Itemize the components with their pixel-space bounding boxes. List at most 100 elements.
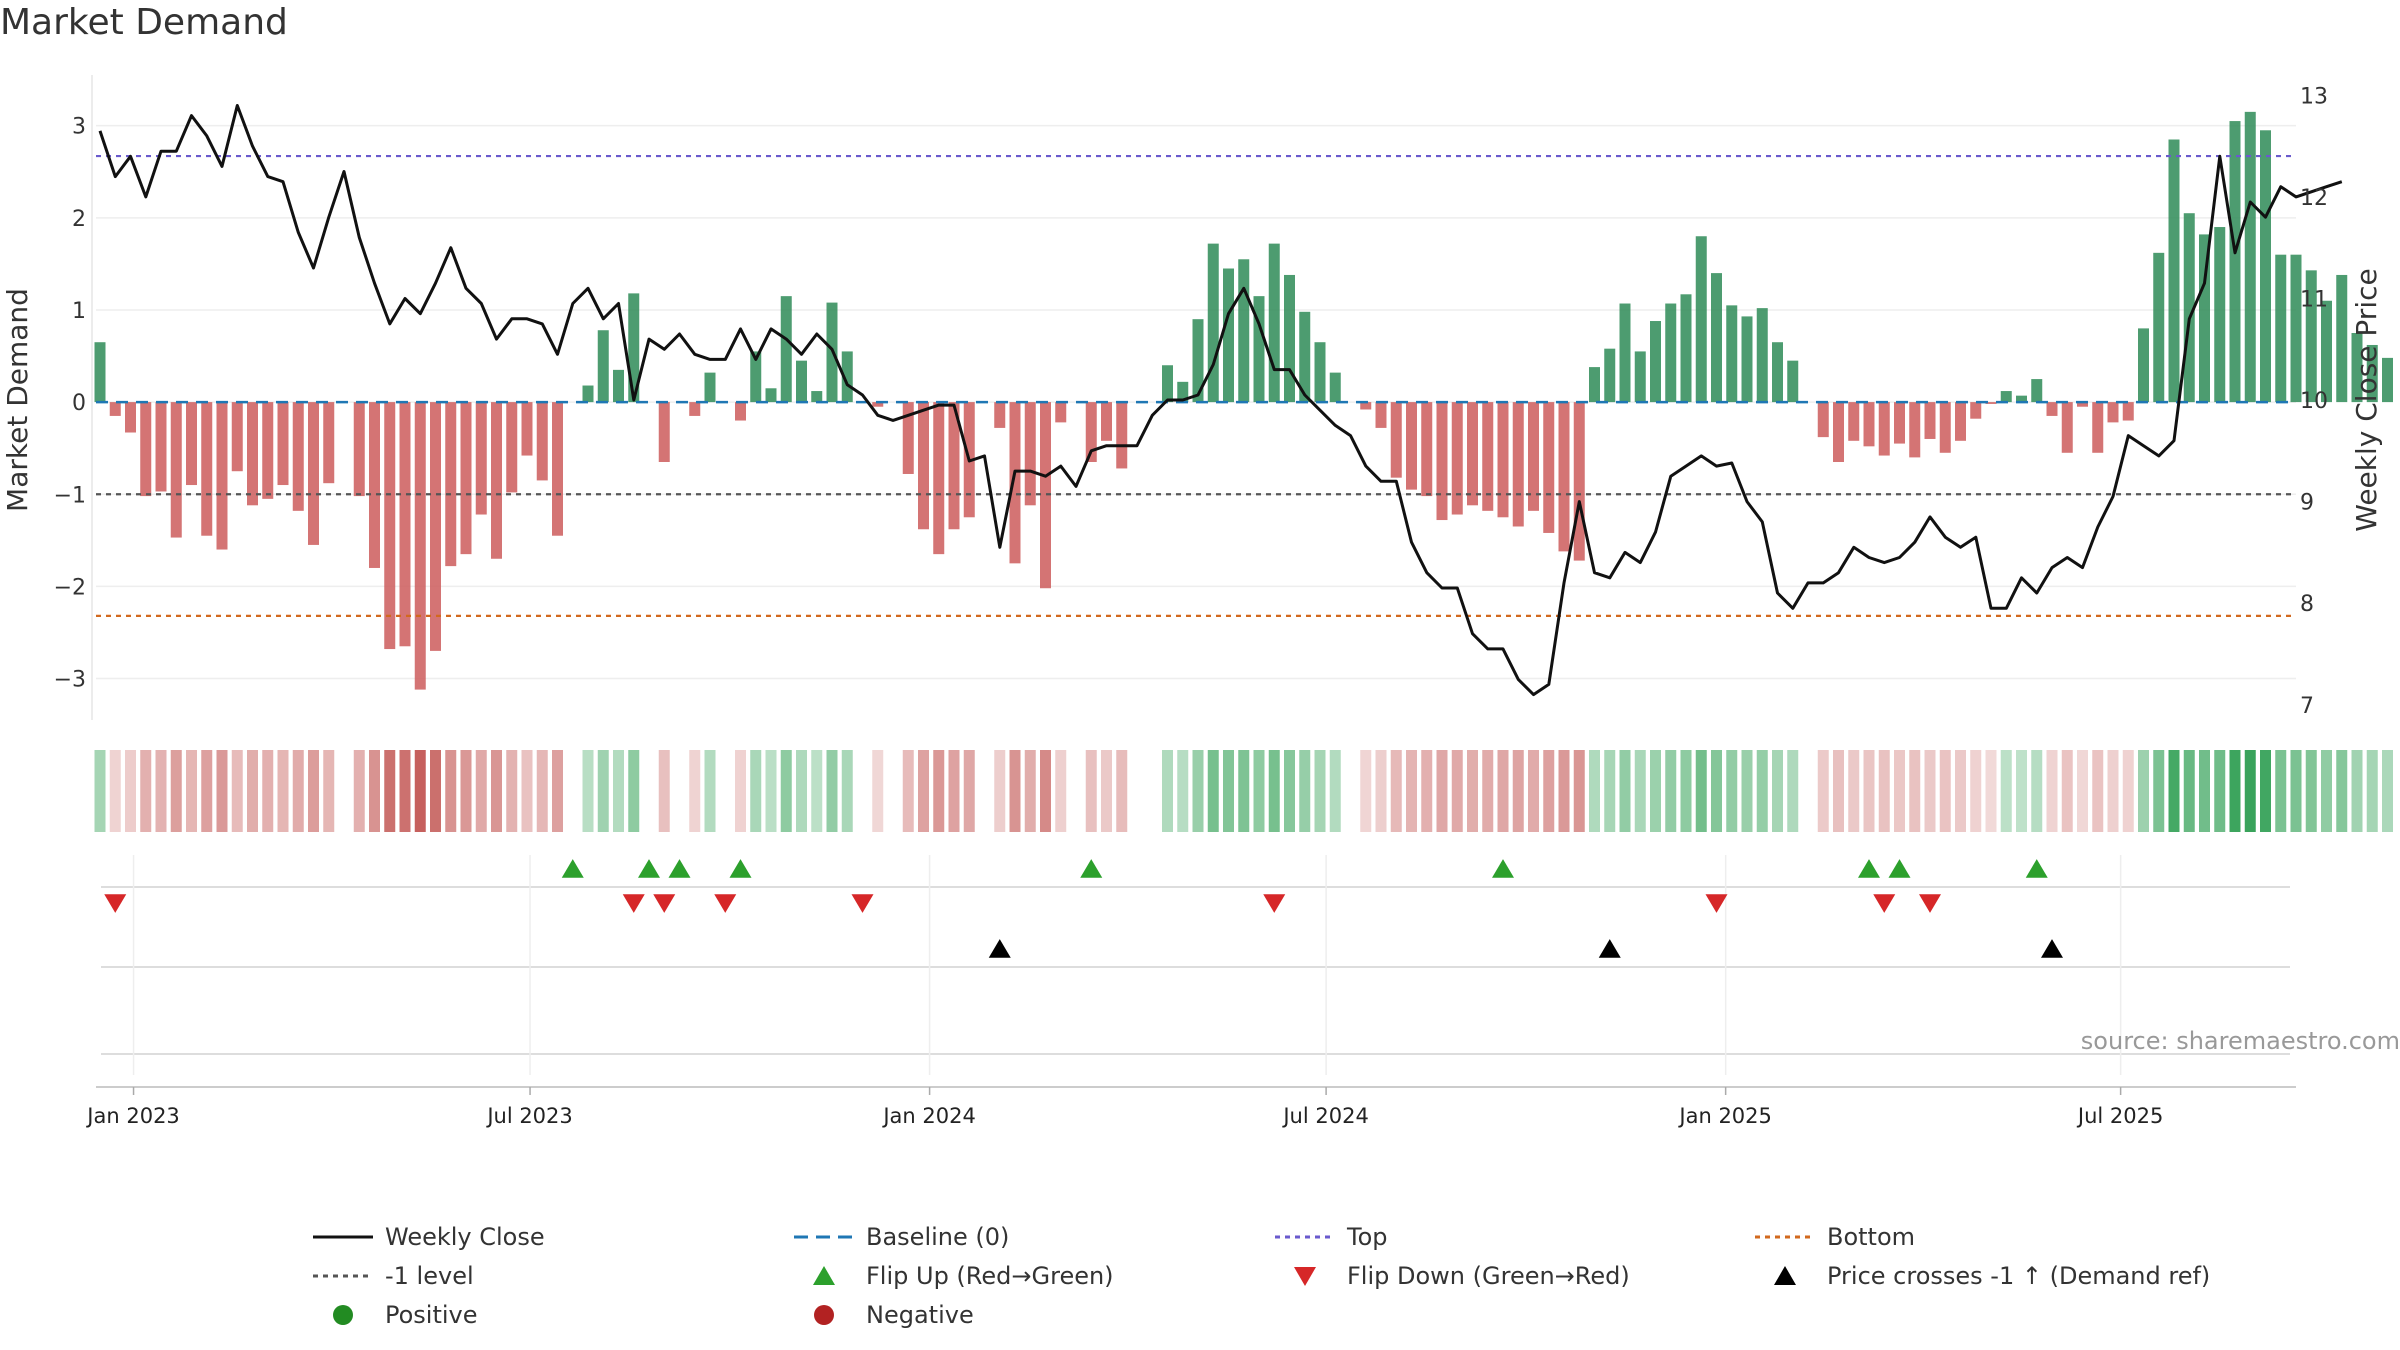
heat-cell-32 [582,750,594,832]
demand-bar-25 [475,402,487,515]
demand-bar-1 [109,402,121,416]
left-tick-1: 2 [72,207,86,232]
demand-bar-125 [2000,391,2012,403]
heat-cell-105 [1695,750,1707,832]
right-tick-4: 9 [2300,491,2314,516]
demand-bar-21 [414,402,426,690]
demand-bar-108 [1741,316,1753,403]
heat-cell-95 [1543,750,1555,832]
demand-bar-27 [506,402,518,493]
x-tick-label-5: Jul 2025 [2076,1104,2163,1128]
price-cross-marker-1 [1598,939,1621,958]
heat-cell-6 [186,750,197,832]
heat-cell-121 [1939,750,1951,832]
heat-cell-16 [338,750,350,832]
flip-up-marker-5 [1492,859,1514,878]
right-tick-0: 13 [2300,84,2328,109]
heat-cell-145 [2305,750,2317,832]
heat-cell-127 [2031,750,2043,832]
heat-cell-133 [2122,750,2134,832]
demand-bar-35 [628,293,640,403]
x-tick-label-1: Jul 2023 [485,1104,572,1128]
demand-bar-76 [1253,296,1265,403]
right-axis-ticks: 13 12 11 10 9 8 7 [2300,84,2328,718]
heat-cell-82 [1345,750,1356,832]
demand-bar-137 [2183,213,2195,403]
heat-cell-55 [933,750,945,832]
demand-bar-28 [521,402,533,456]
heat-cell-143 [2275,750,2287,832]
left-tick-2: 1 [72,299,86,324]
left-tick-0: 3 [72,115,86,140]
heat-cell-36 [643,750,655,832]
heat-cell-114 [1833,750,1844,832]
demand-bar-37 [658,402,670,462]
weekly-close-polyline [98,104,2343,697]
heat-cell-47 [811,750,823,832]
demand-bar-114 [1833,402,1844,462]
heat-cell-89 [1451,750,1463,832]
left-axis-ticks: 3 2 1 0 −1 −2 −3 [54,115,86,693]
heat-cell-0 [94,750,106,832]
flip-up-marker-1 [638,859,660,878]
heat-cell-90 [1467,750,1478,832]
heat-cell-60 [1009,750,1021,832]
heat-cell-18 [369,750,380,832]
heat-cell-94 [1528,750,1539,832]
heat-cell-15 [323,750,335,832]
heat-cell-99 [1604,750,1616,832]
flip-up-marker-8 [2025,859,2048,878]
heat-cell-147 [2336,750,2348,832]
demand-bar-61 [1024,402,1036,506]
heat-cell-13 [292,750,304,832]
heat-cell-8 [216,750,228,832]
heat-cell-29 [536,750,548,832]
legend-item-weekly_close: Weekly Close [313,1223,545,1251]
demand-bar-56 [948,402,960,530]
demand-bar-74 [1223,268,1234,403]
heat-cell-81 [1329,750,1341,832]
heat-cell-27 [506,750,518,832]
legend-label-price_cross: Price crosses -1 ↑ (Demand ref) [1827,1262,2210,1290]
heat-cell-131 [2092,750,2104,832]
heat-cell-53 [902,750,914,832]
demand-bar-72 [1192,319,1204,403]
demand-bar-88 [1436,402,1448,521]
demand-bar-13 [292,402,304,511]
demand-bar-118 [1894,402,1905,444]
heat-cell-19 [384,750,396,832]
demand-bar-3 [140,402,152,497]
demand-bar-104 [1680,294,1692,403]
flip-down-marker-1 [622,894,645,913]
demand-bar-39 [689,402,701,416]
flip-down-marker-0 [104,894,127,913]
right-tick-6: 7 [2300,694,2314,719]
demand-bar-19 [384,402,396,650]
heat-cell-88 [1436,750,1448,832]
legend-label-minus_one: -1 level [385,1262,474,1290]
heat-cell-150 [2382,750,2393,832]
heat-cell-78 [1284,750,1295,832]
demand-bar-49 [841,351,853,403]
demand-bar-75 [1238,259,1250,403]
heat-cell-86 [1406,750,1417,832]
legend-label-top: Top [1346,1223,1388,1251]
heat-cell-5 [170,750,182,832]
heat-cell-37 [658,750,670,832]
demand-bar-131 [2092,402,2104,453]
heat-cell-39 [689,750,701,832]
demand-bar-105 [1695,236,1707,403]
flip-down-marker-8 [1919,894,1941,913]
right-tick-5: 8 [2300,592,2314,617]
demand-bar-121 [1939,402,1951,453]
demand-bar-94 [1528,402,1539,511]
heat-cell-73 [1207,750,1219,832]
heat-cell-142 [2260,750,2271,832]
demand-bar-60 [1009,402,1021,564]
heat-cell-113 [1817,750,1829,832]
x-tick-label-3: Jul 2024 [1281,1104,1368,1128]
heat-cell-96 [1558,750,1570,832]
heat-cell-64 [1070,750,1082,832]
demand-bar-101 [1634,351,1646,403]
heat-cell-46 [796,750,807,832]
